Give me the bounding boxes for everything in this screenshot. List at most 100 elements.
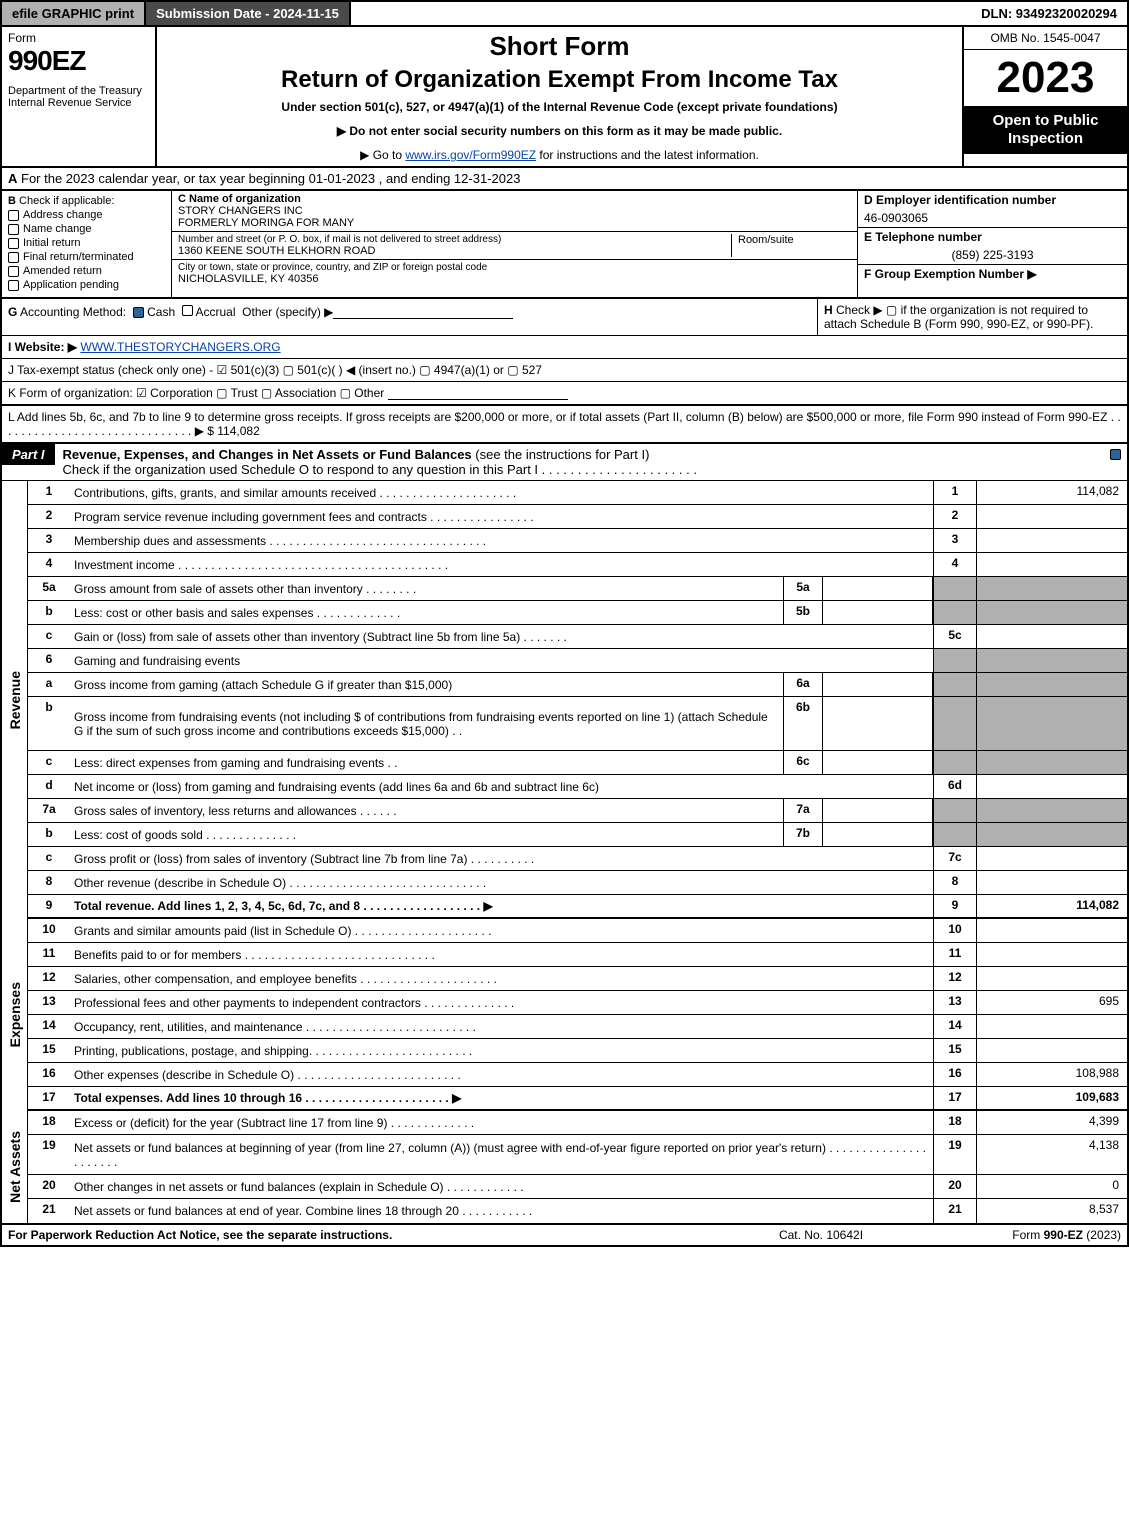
short-form-title: Short Form — [165, 31, 954, 62]
l7b-rn — [933, 823, 977, 846]
phone-label: E Telephone number — [864, 230, 982, 244]
submission-date-button[interactable]: Submission Date - 2024-11-15 — [146, 2, 351, 25]
chk-amended-return[interactable] — [8, 266, 19, 277]
l2-rv — [977, 505, 1127, 528]
l13-rv: 695 — [977, 991, 1127, 1014]
l6a-rv — [977, 673, 1127, 696]
l3-rn: 3 — [933, 529, 977, 552]
l6c-mv — [823, 751, 933, 774]
l7b-rv — [977, 823, 1127, 846]
col-b-title: Check if applicable: — [19, 195, 114, 207]
part-i-header: Part I Revenue, Expenses, and Changes in… — [0, 444, 1129, 481]
l6a-mv — [823, 673, 933, 696]
chk-initial-return[interactable] — [8, 238, 19, 249]
irs-label: Internal Revenue Service — [8, 97, 149, 109]
efile-print-button[interactable]: efile GRAPHIC print — [2, 2, 146, 25]
l10-num: 10 — [28, 919, 70, 942]
subtitle: Under section 501(c), 527, or 4947(a)(1)… — [165, 100, 954, 114]
expenses-section: Expenses 10Grants and similar amounts pa… — [0, 919, 1129, 1111]
l6d-rn: 6d — [933, 775, 977, 798]
l6-num: 6 — [28, 649, 70, 672]
irs-link[interactable]: www.irs.gov/Form990EZ — [405, 148, 536, 162]
city-value: NICHOLASVILLE, KY 40356 — [178, 273, 318, 285]
part-i-checkline: Check if the organization used Schedule … — [63, 462, 697, 477]
l20-rv: 0 — [977, 1175, 1127, 1198]
l7a-rn — [933, 799, 977, 822]
l15-rv — [977, 1039, 1127, 1062]
l6b-desc: Gross income from fundraising events (no… — [70, 697, 783, 750]
footer-right-pre: Form — [1012, 1228, 1043, 1242]
l17-num: 17 — [28, 1087, 70, 1109]
row-k: K Form of organization: ☑ Corporation ▢ … — [0, 382, 1129, 406]
group-exemption-label: F Group Exemption Number ▶ — [864, 267, 1037, 281]
col-c: C Name of organization STORY CHANGERS IN… — [172, 191, 857, 297]
l8-desc: Other revenue (describe in Schedule O) .… — [70, 871, 933, 894]
website-link[interactable]: WWW.THESTORYCHANGERS.ORG — [80, 340, 280, 354]
chk-cash[interactable] — [133, 307, 144, 318]
chk-accrual[interactable] — [182, 305, 193, 316]
lbl-final-return: Final return/terminated — [23, 251, 134, 263]
col-def: D Employer identification number 46-0903… — [857, 191, 1127, 297]
header-right: OMB No. 1545-0047 2023 Open to Public In… — [962, 27, 1127, 166]
other-specify-blank — [333, 307, 513, 319]
l13-rn: 13 — [933, 991, 977, 1014]
chk-final-return[interactable] — [8, 252, 19, 263]
form-header: Form 990EZ Department of the Treasury In… — [0, 27, 1129, 168]
page-footer: For Paperwork Reduction Act Notice, see … — [0, 1225, 1129, 1247]
l5c-rn: 5c — [933, 625, 977, 648]
main-title: Return of Organization Exempt From Incom… — [165, 66, 954, 94]
org-name-1: STORY CHANGERS INC — [178, 205, 303, 217]
l14-desc: Occupancy, rent, utilities, and maintena… — [70, 1015, 933, 1038]
l5b-mv — [823, 601, 933, 624]
l17-rn: 17 — [933, 1087, 977, 1109]
footer-right-bold: 990-EZ — [1044, 1228, 1083, 1242]
col-b-label: B — [8, 195, 16, 207]
l6a-num: a — [28, 673, 70, 696]
netassets-section: Net Assets 18Excess or (deficit) for the… — [0, 1111, 1129, 1225]
l4-desc: Investment income . . . . . . . . . . . … — [70, 553, 933, 576]
l5b-num: b — [28, 601, 70, 624]
l11-rv — [977, 943, 1127, 966]
netassets-side-label: Net Assets — [2, 1111, 28, 1223]
h-label: H — [824, 303, 833, 317]
l6-rn — [933, 649, 977, 672]
l6a-desc: Gross income from gaming (attach Schedul… — [70, 673, 783, 696]
l6a-rn — [933, 673, 977, 696]
l19-num: 19 — [28, 1135, 70, 1174]
l17-rv: 109,683 — [977, 1087, 1127, 1109]
dept-label: Department of the Treasury — [8, 85, 149, 97]
chk-schedule-o[interactable] — [1110, 449, 1121, 460]
l6c-rv — [977, 751, 1127, 774]
l1-desc: Contributions, gifts, grants, and simila… — [70, 481, 933, 504]
block-bcdef: B Check if applicable: Address change Na… — [0, 191, 1129, 299]
addr-value: 1360 KEENE SOUTH ELKHORN ROAD — [178, 245, 731, 257]
l6b-mb: 6b — [783, 697, 823, 750]
revenue-section: Revenue 1Contributions, gifts, grants, a… — [0, 481, 1129, 919]
l5b-rn — [933, 601, 977, 624]
l2-desc: Program service revenue including govern… — [70, 505, 933, 528]
l6b-rv — [977, 697, 1127, 750]
row-gh: G Accounting Method: Cash Accrual Other … — [0, 299, 1129, 336]
l8-rv — [977, 871, 1127, 894]
l5a-desc: Gross amount from sale of assets other t… — [70, 577, 783, 600]
l7c-num: c — [28, 847, 70, 870]
netassets-label: Net Assets — [7, 1131, 23, 1203]
k-other-blank — [388, 388, 568, 400]
l16-desc: Other expenses (describe in Schedule O) … — [70, 1063, 933, 1086]
l7b-num: b — [28, 823, 70, 846]
l5a-mv — [823, 577, 933, 600]
tax-year: 2023 — [964, 50, 1127, 106]
l6c-rn — [933, 751, 977, 774]
ssn-warning: ▶ Do not enter social security numbers o… — [165, 124, 954, 138]
l18-desc: Excess or (deficit) for the year (Subtra… — [70, 1111, 933, 1134]
l1-rn: 1 — [933, 481, 977, 504]
l11-rn: 11 — [933, 943, 977, 966]
k-text: K Form of organization: ☑ Corporation ▢ … — [8, 386, 384, 400]
l14-rn: 14 — [933, 1015, 977, 1038]
chk-address-change[interactable] — [8, 210, 19, 221]
l7c-rv — [977, 847, 1127, 870]
chk-name-change[interactable] — [8, 224, 19, 235]
chk-application-pending[interactable] — [8, 280, 19, 291]
lbl-name-change: Name change — [23, 223, 92, 235]
i-label: I Website: ▶ — [8, 340, 77, 354]
